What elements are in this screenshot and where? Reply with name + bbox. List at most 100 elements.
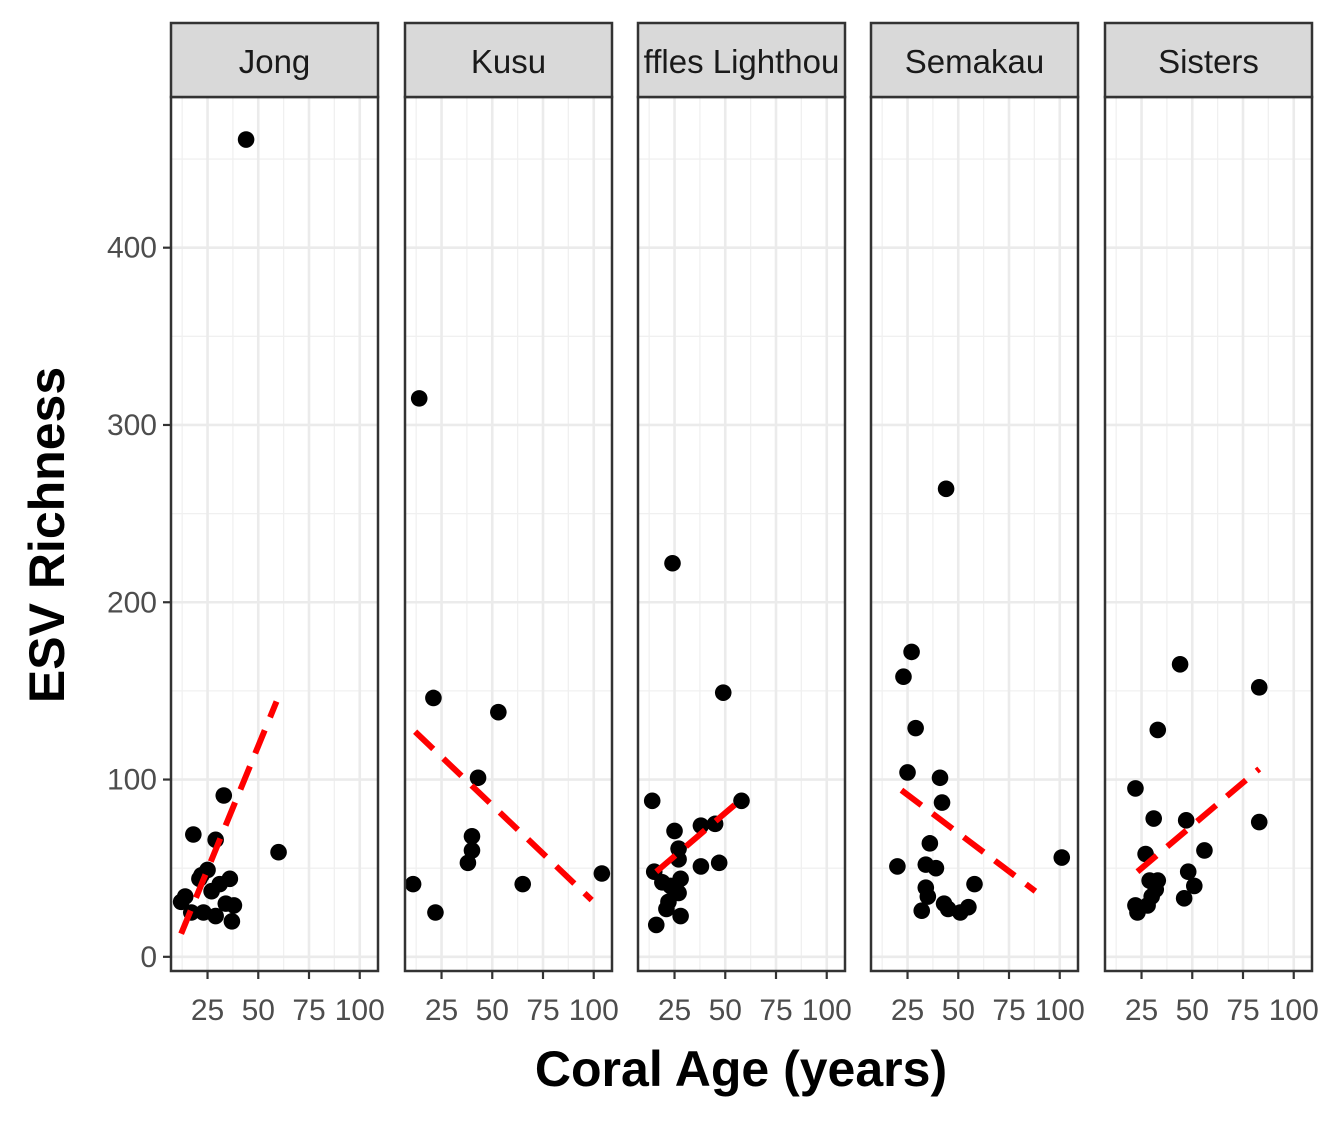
y-axis: 0 100 200 300 400: [107, 232, 171, 974]
panel-semakau: Semakau 25 50 75 100: [869, 21, 1085, 1027]
data-point: [647, 916, 665, 934]
panel-background: [871, 97, 1078, 971]
data-point: [223, 913, 241, 930]
x-tick-label: 50: [942, 994, 975, 1027]
data-point: [919, 888, 937, 905]
panel-jong: Jong 25 50 75 100: [169, 21, 385, 1027]
panel-kusu: Kusu 25 50 75 100: [403, 21, 619, 1027]
data-point: [1171, 656, 1189, 673]
x-tick-label: 75: [292, 994, 325, 1027]
data-point: [593, 865, 611, 882]
data-point: [692, 817, 710, 834]
data-point: [221, 870, 239, 888]
data-point: [933, 794, 951, 811]
data-point: [463, 827, 481, 845]
trend-line: [899, 787, 1038, 894]
y-axis-title: ESV Richness: [19, 367, 75, 703]
strip-label: Semakau: [905, 43, 1044, 80]
data-point: [907, 719, 924, 737]
data-point: [1250, 813, 1268, 831]
trend-line: [654, 798, 742, 875]
data-point: [966, 875, 983, 893]
data-point: [185, 826, 202, 843]
data-point: [410, 390, 428, 407]
strip-label: Jong: [239, 43, 311, 80]
data-point: [714, 684, 732, 701]
strip-background: [169, 21, 380, 99]
panel-sisters: Sisters 25 50 75 100: [1103, 21, 1319, 1027]
data-point: [927, 859, 945, 877]
data-point: [1177, 812, 1195, 829]
data-point: [733, 792, 750, 810]
x-tick-label: 50: [1176, 994, 1209, 1027]
data-point: [692, 858, 710, 875]
data-point: [207, 907, 224, 925]
x-tick-label: 75: [992, 994, 1025, 1027]
data-point: [176, 888, 194, 905]
x-tick-label: 25: [1125, 994, 1158, 1027]
data-point: [903, 643, 920, 661]
data-point: [710, 854, 728, 872]
strip-background: [1103, 21, 1314, 99]
data-point: [913, 902, 931, 920]
strip-label: Sisters: [1158, 43, 1259, 80]
strip-background: [403, 21, 614, 99]
data-point: [1179, 863, 1197, 881]
data-point: [425, 689, 442, 707]
x-tick-label: 100: [569, 994, 619, 1027]
data-point: [1149, 872, 1167, 889]
data-point: [960, 898, 977, 916]
data-point: [666, 822, 683, 840]
x-tick-label: 75: [1226, 994, 1259, 1027]
data-point: [215, 787, 233, 804]
panel-background: [638, 97, 845, 971]
x-tick-label: 100: [335, 994, 385, 1027]
y-tick-label: 200: [107, 586, 157, 619]
y-tick-label: 0: [140, 941, 157, 974]
x-tick-label: 25: [191, 994, 224, 1027]
trend-line: [1135, 766, 1262, 875]
x-tick-label: 25: [891, 994, 924, 1027]
data-point: [225, 897, 243, 914]
y-tick-label: 400: [107, 232, 157, 265]
data-point: [404, 875, 422, 893]
data-point: [1145, 810, 1163, 827]
x-tick-label: 50: [709, 994, 742, 1027]
data-point: [1149, 721, 1167, 739]
data-point: [643, 792, 661, 810]
data-point: [427, 904, 444, 921]
data-point: [1127, 780, 1144, 797]
data-point: [1175, 890, 1193, 907]
data-point: [921, 835, 939, 852]
panel-background: [405, 97, 612, 971]
x-tick-label: 50: [476, 994, 509, 1027]
x-tick-label: 75: [526, 994, 559, 1027]
data-point: [1196, 842, 1213, 859]
panel-background: [1105, 97, 1312, 971]
strip-label: Kusu: [471, 43, 546, 80]
data-point: [664, 554, 681, 572]
data-point: [237, 131, 255, 148]
strip-background: [636, 21, 847, 99]
data-point: [889, 858, 906, 875]
y-tick-label: 100: [107, 764, 157, 797]
x-tick-label: 25: [658, 994, 691, 1027]
data-point: [514, 875, 532, 893]
panel-background: [171, 97, 378, 971]
data-point: [931, 769, 949, 787]
data-point: [270, 843, 287, 861]
trend-line: [178, 700, 280, 935]
x-tick-label: 100: [802, 994, 852, 1027]
data-point: [1185, 877, 1203, 895]
panel-raffles-lighthouse: ffles Lighthou 25 50 75 100: [636, 21, 852, 1027]
data-point: [672, 907, 689, 925]
data-point: [469, 769, 487, 787]
x-tick-label: 25: [425, 994, 458, 1027]
data-point: [490, 703, 507, 721]
strip-background: [869, 21, 1080, 99]
data-point: [463, 842, 481, 859]
data-point: [895, 668, 912, 686]
x-tick-label: 100: [1269, 994, 1319, 1027]
data-point: [899, 764, 916, 781]
